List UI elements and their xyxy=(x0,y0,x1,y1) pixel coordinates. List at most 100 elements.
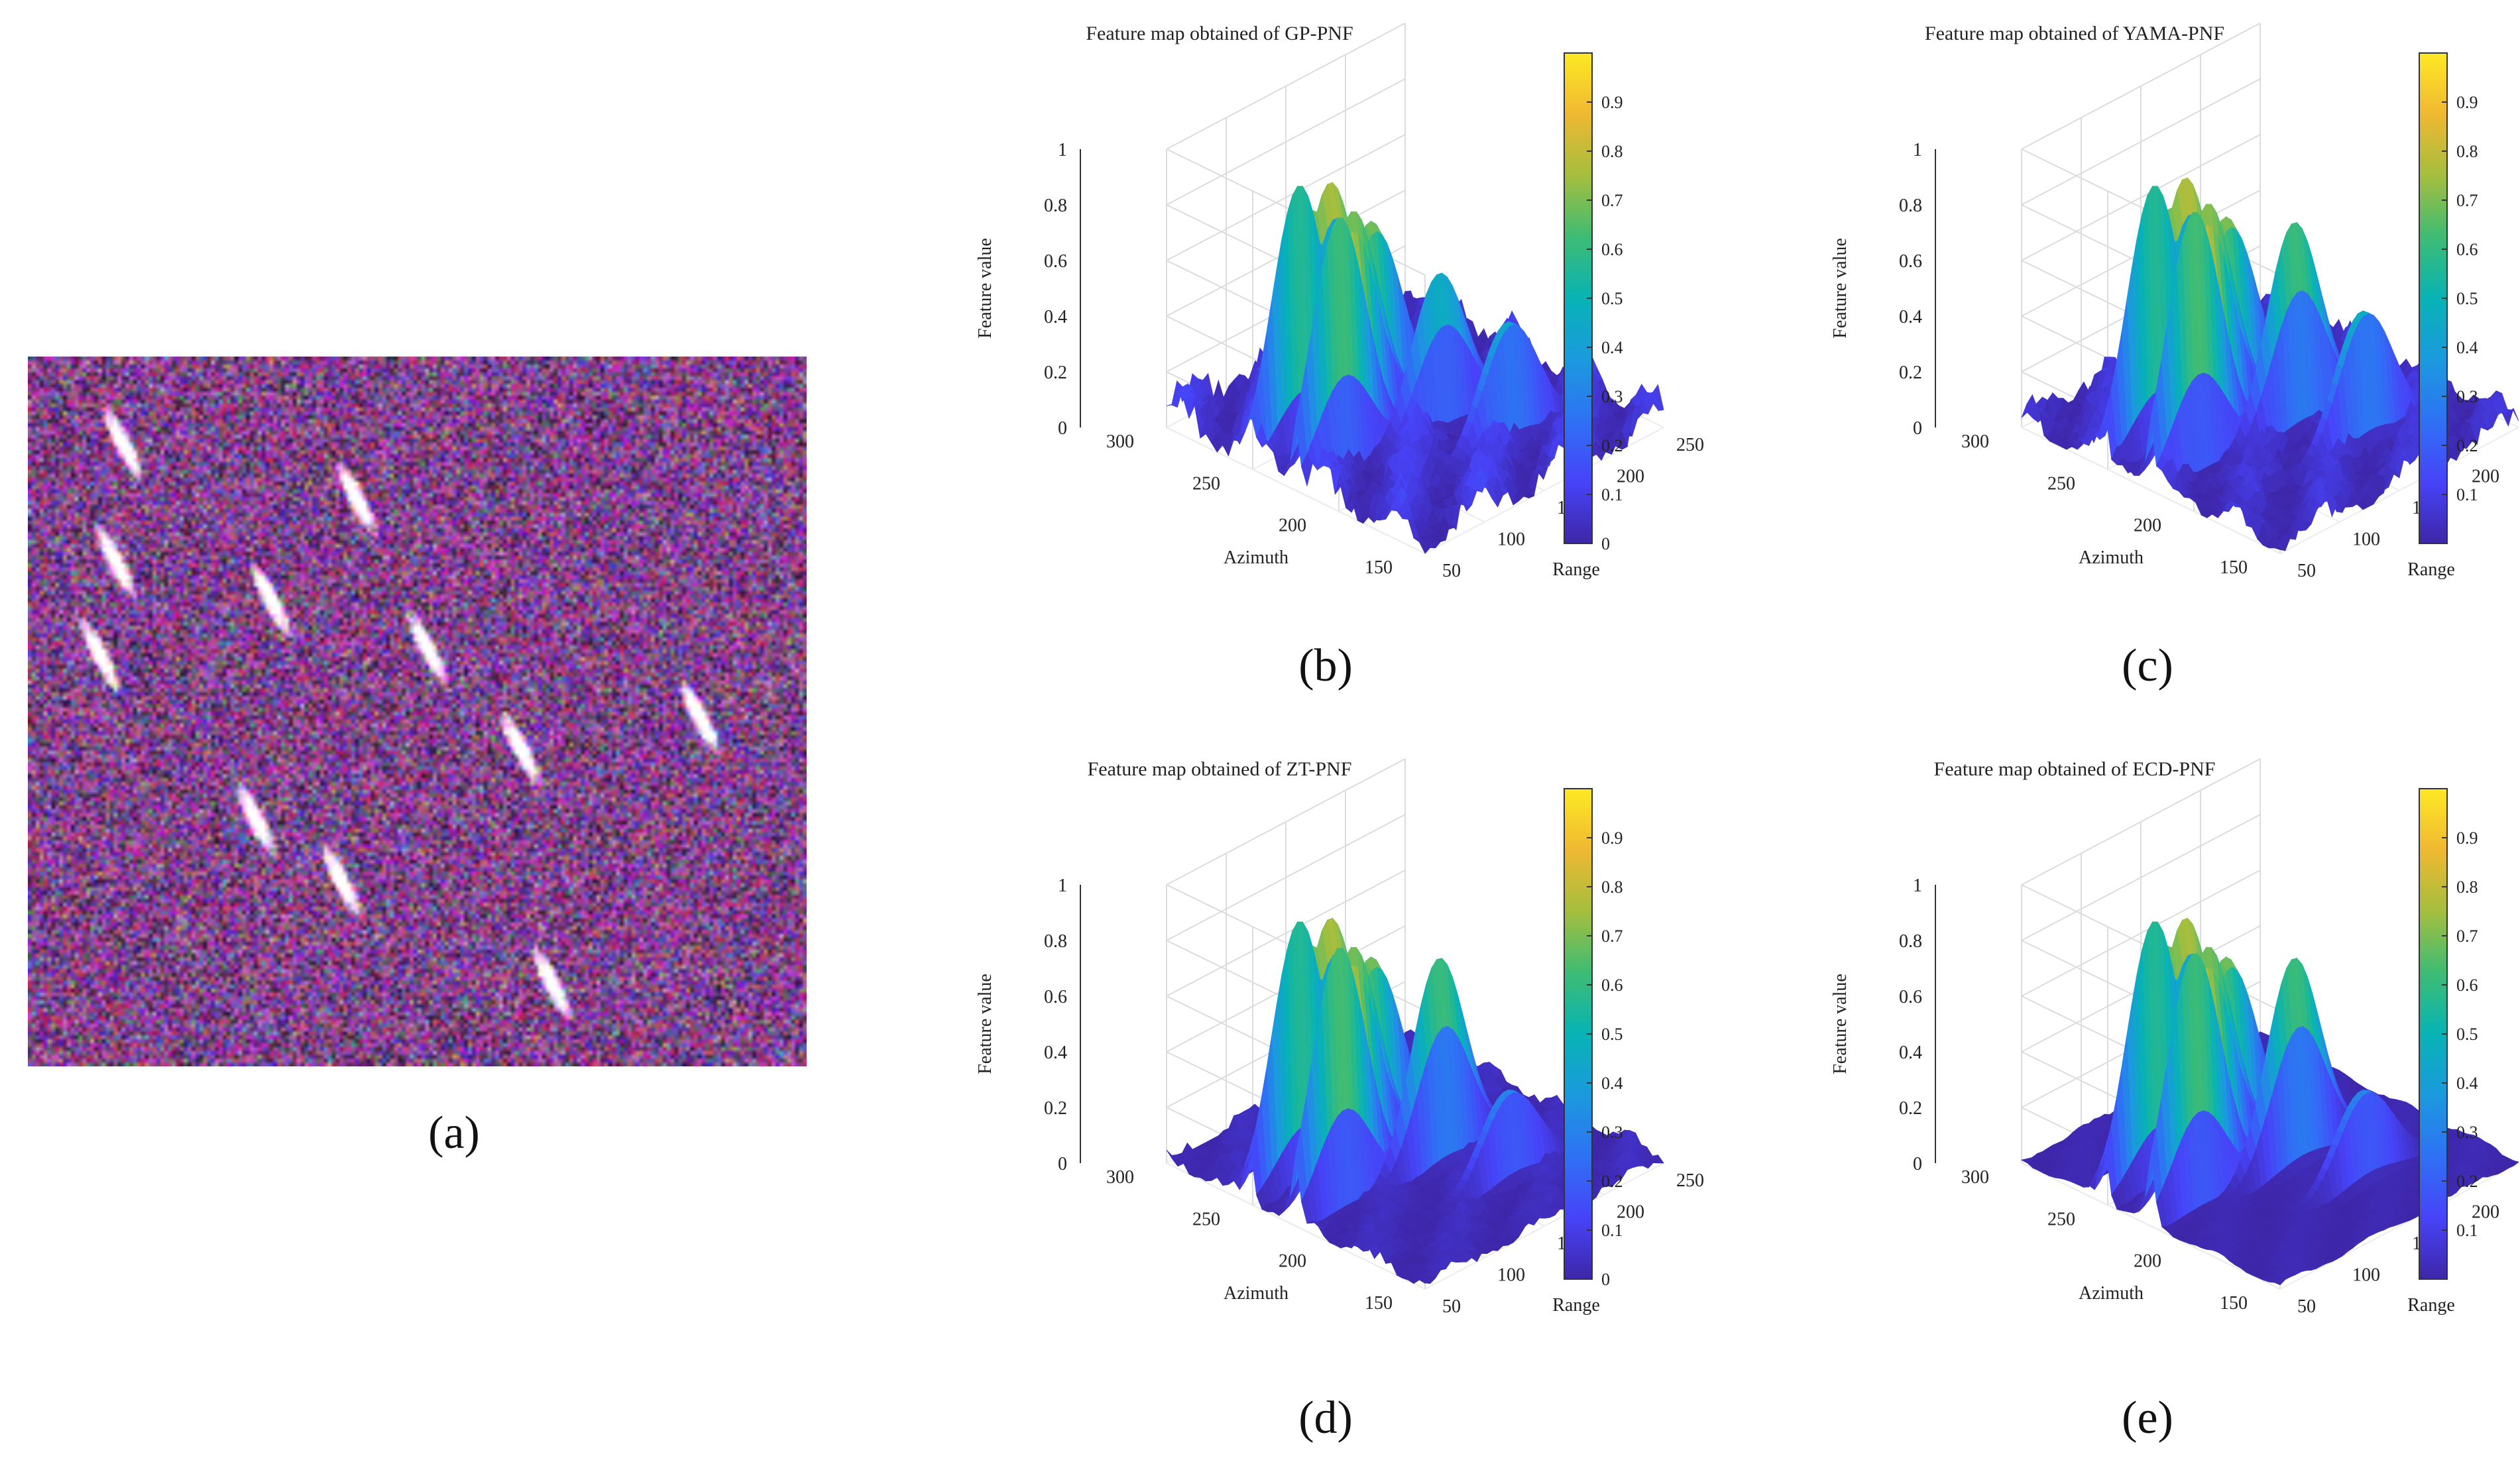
colorbar-tick-label: 0.2 xyxy=(2456,436,2478,455)
surface xyxy=(2020,917,2519,1286)
surface-plot-ecd-pnf: Feature map obtained of ECD-PNF00.20.40.… xyxy=(1830,758,2519,1317)
z-axis: 0 0.2 0.4 0.6 0.8 1 Feature value xyxy=(1830,140,1936,439)
z-axis: 0 0.2 0.4 0.6 0.8 1 Feature value xyxy=(975,875,1081,1174)
colorbar-tick-label: 0.4 xyxy=(2456,1074,2478,1093)
colorbar-tick-label: 0.4 xyxy=(1601,338,1623,357)
azimuth-tick-label: 200 xyxy=(2134,516,2161,536)
z-axis-label: Feature value xyxy=(975,238,996,339)
range-axis-label: Range xyxy=(1552,1295,1600,1316)
range-tick-label: 200 xyxy=(1617,467,1644,487)
colorbar-tick-label: 0.8 xyxy=(2456,877,2478,897)
azimuth-axis: 150 200 250 300 Azimuth xyxy=(1961,1167,2248,1314)
z-tick-label: 0.4 xyxy=(1899,1043,1922,1063)
chart-title: Feature map obtained of GP-PNF xyxy=(1086,23,1353,44)
range-tick-label: 200 xyxy=(2472,467,2499,487)
azimuth-tick-label: 300 xyxy=(1106,431,1134,452)
z-axis-label: Feature value xyxy=(1830,238,1851,339)
caption-a: (a) xyxy=(428,1107,480,1158)
colorbar-tick-label: 0.2 xyxy=(1601,436,1623,455)
colorbar-tick-label: 0.9 xyxy=(1601,828,1623,848)
sar-image xyxy=(28,357,807,1066)
surface-plot-yama-pnf: Feature map obtained of YAMA-PNF00.20.40… xyxy=(1830,23,2519,581)
z-axis-label: Feature value xyxy=(1830,974,1851,1074)
caption-e: (e) xyxy=(2122,1392,2173,1443)
range-axis-label: Range xyxy=(2407,1295,2455,1316)
colorbar-tick-label: 0.1 xyxy=(1601,1221,1623,1240)
azimuth-tick-label: 200 xyxy=(1279,516,1306,536)
azimuth-tick-label: 200 xyxy=(1279,1251,1306,1272)
colorbar-tick-label: 0.5 xyxy=(1601,289,1623,308)
z-tick-label: 0 xyxy=(1058,418,1067,439)
colorbar-tick-label: 0.7 xyxy=(1601,927,1623,946)
azimuth-tick-label: 300 xyxy=(1961,431,1989,452)
z-tick-label: 0.4 xyxy=(1044,1043,1067,1063)
range-tick-label: 50 xyxy=(2297,1296,2316,1317)
colorbar-tick-label: 0.6 xyxy=(1601,976,1623,995)
colorbar-tick-label: 0.6 xyxy=(2456,240,2478,259)
z-tick-label: 0.8 xyxy=(1044,196,1067,216)
colorbar-tick-label: 0.7 xyxy=(2456,927,2478,946)
z-tick-label: 0.6 xyxy=(1899,251,1922,272)
z-tick-label: 1 xyxy=(1058,875,1067,896)
z-tick-label: 0.2 xyxy=(1044,1098,1067,1119)
range-tick-label: 50 xyxy=(1442,1296,1461,1317)
azimuth-axis-label: Azimuth xyxy=(1224,547,1289,568)
z-tick-label: 0.6 xyxy=(1044,987,1067,1007)
colorbar-tick-label: 0.9 xyxy=(2456,93,2478,112)
colorbar-tick-label: 0.4 xyxy=(1601,1074,1623,1093)
caption-b: (b) xyxy=(1298,640,1353,691)
colorbar-tick-label: 0.5 xyxy=(2456,289,2478,308)
range-tick-label: 100 xyxy=(1497,530,1525,550)
z-tick-label: 1 xyxy=(1913,875,1922,896)
surface-plot-gp-pnf: Feature map obtained of GP-PNF 0 0.2 0.4 0.6… xyxy=(975,23,1704,581)
azimuth-tick-label: 200 xyxy=(2134,1251,2161,1272)
chart-title: Feature map obtained of ZT-PNF xyxy=(1088,758,1352,780)
range-tick-label: 200 xyxy=(1617,1202,1644,1223)
colorbar-tick-label: 0.9 xyxy=(1601,93,1623,112)
colorbar-tick-label: 0.1 xyxy=(2456,485,2478,504)
caption-c: (c) xyxy=(2122,640,2173,691)
colorbar: 0 0.1 0.2 0.3 0.4 0.5 0.6 0.7 0.8 0.9 xyxy=(1564,788,1623,1289)
range-tick-label: 250 xyxy=(1676,1170,1704,1191)
azimuth-tick-label: 250 xyxy=(1192,1209,1220,1229)
range-tick-label: 100 xyxy=(1497,1265,1525,1286)
z-tick-label: 1 xyxy=(1913,140,1922,160)
z-tick-label: 0.2 xyxy=(1044,363,1067,383)
z-tick-label: 0.4 xyxy=(1044,307,1067,327)
colorbar-tick-label: 0.6 xyxy=(1601,240,1623,259)
colorbar-tick-label: 0.8 xyxy=(2456,142,2478,161)
azimuth-axis-label: Azimuth xyxy=(2079,1283,2144,1304)
z-tick-label: 0.4 xyxy=(1899,307,1922,327)
caption-d: (d) xyxy=(1298,1392,1353,1443)
azimuth-axis: 150 200 250 300 Azimuth xyxy=(1106,431,1393,578)
azimuth-tick-label: 150 xyxy=(1365,557,1393,578)
azimuth-tick-label: 250 xyxy=(2047,473,2075,494)
surface xyxy=(1166,917,1664,1284)
range-tick-label: 200 xyxy=(2472,1202,2499,1223)
colorbar-tick-label: 0.3 xyxy=(2456,387,2478,406)
surface xyxy=(2021,177,2519,551)
azimuth-tick-label: 250 xyxy=(2047,1209,2075,1229)
colorbar-tick-label: 0.4 xyxy=(2456,338,2478,357)
azimuth-tick-label: 300 xyxy=(1961,1167,1989,1188)
colorbar: 0.1 0.2 0.3 0.4 0.5 0.6 0.7 0.8 0.9 xyxy=(2419,52,2478,544)
z-tick-label: 0.2 xyxy=(1899,363,1922,383)
range-tick-label: 250 xyxy=(1676,435,1704,455)
z-tick-label: 0 xyxy=(1058,1154,1067,1174)
surface-plot-zt-pnf: Feature map obtained of ZT-PNF 0 0.2 0.4 0.6… xyxy=(975,758,1704,1317)
colorbar-tick-label: 0 xyxy=(1601,534,1610,553)
azimuth-axis: 150 200 250 300 Azimuth xyxy=(1106,1167,1393,1314)
z-tick-label: 0.8 xyxy=(1044,931,1067,952)
range-tick-label: 50 xyxy=(1442,561,1461,581)
z-tick-label: 0 xyxy=(1913,1154,1922,1174)
azimuth-tick-label: 150 xyxy=(2220,557,2248,578)
colorbar-tick-label: 0.3 xyxy=(1601,387,1623,406)
colorbar-tick-label: 0.2 xyxy=(2456,1172,2478,1191)
azimuth-axis-label: Azimuth xyxy=(2079,547,2144,568)
azimuth-tick-label: 250 xyxy=(1192,473,1220,494)
z-axis: 0 0.2 0.4 0.6 0.8 1 Feature value xyxy=(1830,875,1936,1174)
colorbar: 0.1 0.2 0.3 0.4 0.5 0.6 0.7 0.8 0.9 xyxy=(2419,788,2478,1280)
colorbar-tick-label: 0.1 xyxy=(2456,1221,2478,1240)
colorbar-tick-label: 0.5 xyxy=(1601,1025,1623,1044)
range-tick-label: 100 xyxy=(2352,1265,2380,1286)
